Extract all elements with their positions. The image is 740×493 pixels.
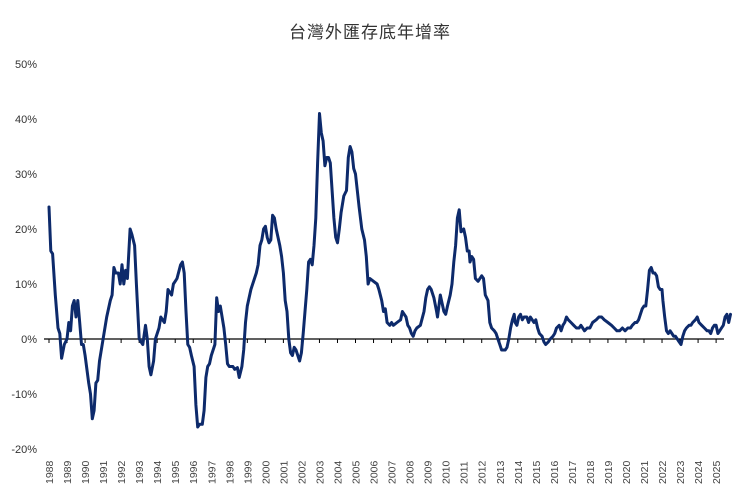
y-tick-label: 50% <box>15 59 37 71</box>
x-tick-marks <box>48 339 717 343</box>
x-tick-label: 2013 <box>495 460 507 484</box>
x-tick-label: 2023 <box>675 460 687 484</box>
x-tick-label: 2020 <box>621 460 633 484</box>
x-tick-label: 2019 <box>603 460 615 484</box>
x-tick-label: 1998 <box>224 460 236 484</box>
x-tick-label: 1997 <box>206 460 218 484</box>
x-tick-label: 1992 <box>116 460 128 484</box>
x-tick-label: 1995 <box>170 460 182 484</box>
x-tick-label: 2011 <box>459 461 471 484</box>
x-tick-label: 2003 <box>314 460 326 484</box>
x-tick-label: 2016 <box>549 460 561 484</box>
x-tick-label: 2018 <box>585 460 597 484</box>
x-tick-label: 2012 <box>477 460 489 484</box>
y-tick-label: 20% <box>15 224 37 236</box>
x-tick-label: 1990 <box>80 460 92 484</box>
x-tick-label: 2007 <box>387 460 399 484</box>
series-line-fx-reserve-growth <box>47 112 732 429</box>
x-tick-label: 1996 <box>188 460 200 484</box>
y-tick-label: 0% <box>21 334 37 346</box>
x-tick-label: 1994 <box>152 460 164 484</box>
x-tick-label: 2022 <box>657 460 669 484</box>
x-tick-label: 1991 <box>98 460 110 484</box>
x-tick-label: 1988 <box>44 460 56 484</box>
y-tick-label: -10% <box>11 389 37 401</box>
x-tick-label: 2004 <box>332 460 344 484</box>
x-tick-label: 1993 <box>134 460 146 484</box>
y-tick-label: -20% <box>11 444 37 456</box>
x-tick-label: 1999 <box>242 460 254 484</box>
x-tick-label: 2010 <box>441 460 453 484</box>
x-tick-label: 2000 <box>260 460 272 484</box>
x-tick-label: 2005 <box>351 460 363 484</box>
x-tick-label: 2009 <box>423 460 435 484</box>
x-tick-label: 2017 <box>567 460 579 484</box>
y-axis: 50% 40% 30% 20% 10% 0% -10% -20% <box>11 59 37 456</box>
x-tick-label: 2014 <box>513 460 525 484</box>
y-tick-label: 10% <box>15 279 37 291</box>
x-tick-label: 2021 <box>639 460 651 484</box>
x-tick-label: 2002 <box>296 460 308 484</box>
y-tick-label: 30% <box>15 169 37 181</box>
x-tick-label: 2006 <box>369 460 381 484</box>
x-tick-label: 2025 <box>711 460 723 484</box>
x-tick-label: 1989 <box>62 460 74 484</box>
chart-title: 台灣外匯存底年增率 <box>289 23 451 43</box>
x-tick-label: 2024 <box>693 460 705 484</box>
y-tick-label: 40% <box>15 114 37 126</box>
x-tick-label: 2001 <box>278 460 290 484</box>
x-tick-label: 2015 <box>531 460 543 484</box>
x-tick-label: 2008 <box>405 460 417 484</box>
x-axis: 1988 1989 1990 1991 1992 1993 1994 1995 1996 1997… <box>44 460 723 484</box>
